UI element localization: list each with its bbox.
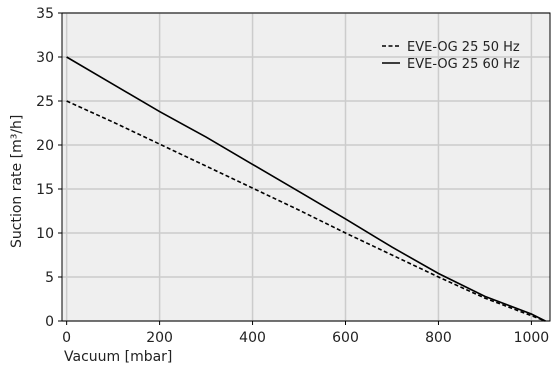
y-tick-label: 15 [36,182,54,198]
legend-label-2: EVE-OG 25 60 Hz [407,57,520,72]
x-tick-label: 200 [146,330,173,346]
plot-frame [61,12,551,322]
plot-area [62,13,550,321]
x-axis-ticks: 0 200 400 600 800 1000 [62,321,549,346]
series-lines [66,56,546,322]
series-line-2 [66,56,546,322]
y-tick-label: 20 [36,138,54,154]
y-tick-label: 10 [36,226,54,242]
x-tick-label: 1000 [514,330,550,346]
y-axis-title: Suction rate [m³/h] [9,115,25,248]
y-tick-label: 35 [36,6,54,22]
series-line-1 [66,100,546,322]
y-tick-label: 0 [45,314,54,330]
x-tick-label: 800 [425,330,452,346]
x-tick-label: 0 [62,330,71,346]
y-tick-label: 25 [36,94,54,110]
x-tick-label: 400 [239,330,266,346]
legend-label-1: EVE-OG 25 50 Hz [407,40,520,55]
x-tick-label: 600 [332,330,359,346]
y-axis-ticks: 0 5 10 15 20 25 30 35 [36,6,62,330]
legend: EVE-OG 25 50 Hz EVE-OG 25 60 Hz [382,40,520,72]
y-tick-label: 30 [36,50,54,66]
y-tick-label: 5 [45,270,54,286]
x-axis-title: Vacuum [mbar] [64,349,172,365]
